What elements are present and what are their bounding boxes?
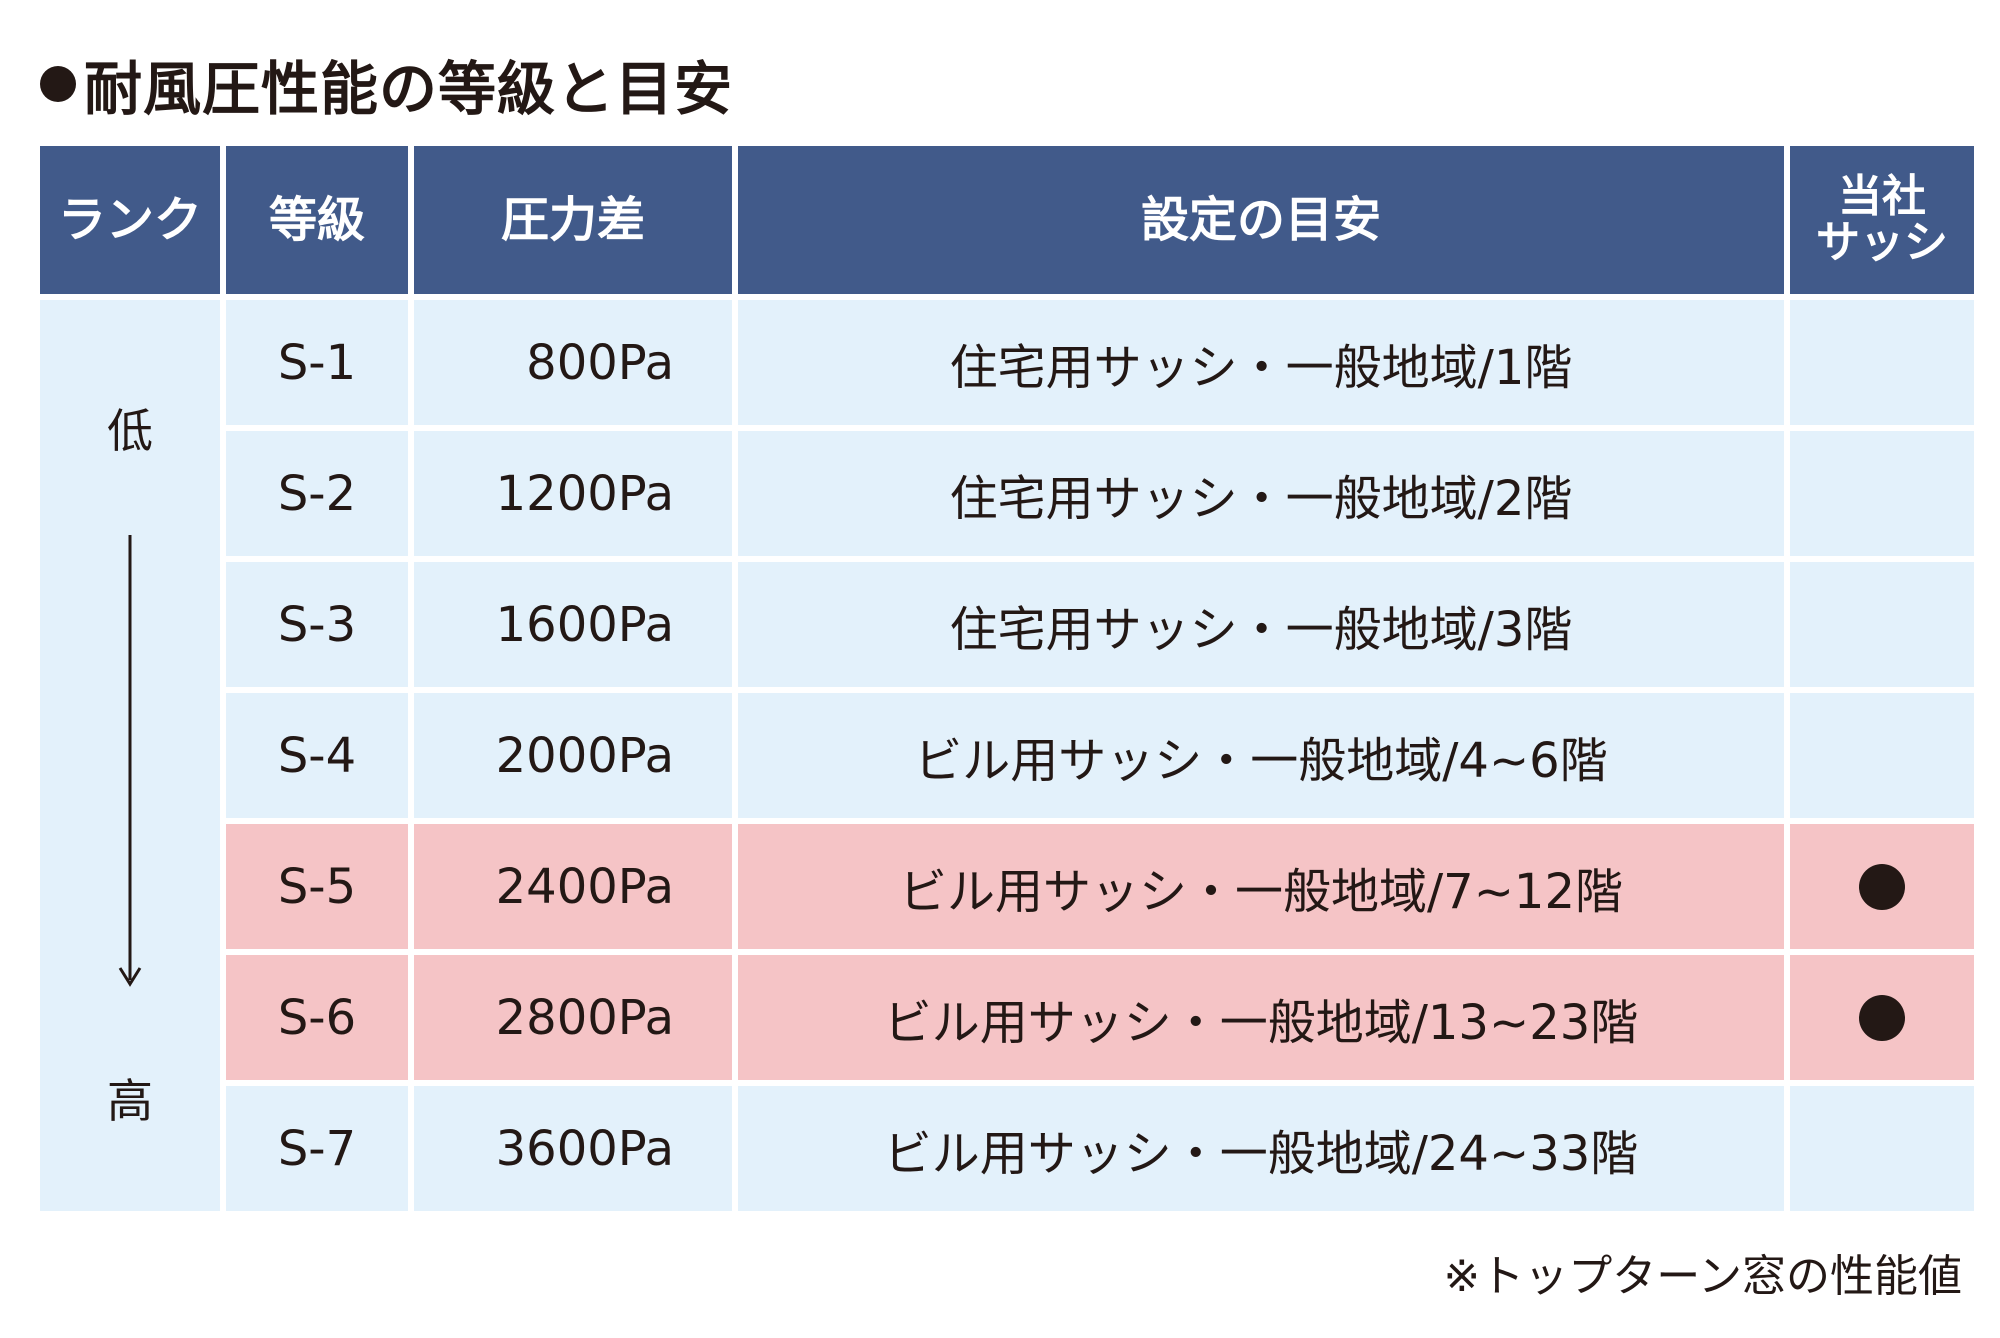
grade-cell: S-2 [226,431,408,556]
grade-cell: S-7 [226,1086,408,1211]
grade-cell: S-4 [226,693,408,818]
our-sash-cell [1790,562,1974,687]
header-guide: 設定の目安 [738,146,1784,294]
our-sash-cell [1790,1086,1974,1211]
header-our-sash: 当社 サッシ [1790,146,1974,294]
grade-cell: S-3 [226,562,408,687]
rank-arrow-icon [118,535,142,987]
grade-cell: S-5 [226,824,408,949]
grade-cell: S-1 [226,300,408,425]
guide-cell: ビル用サッシ・一般地域/13~23階 [738,955,1784,1080]
header-our-sash-line1: 当社 [1838,170,1926,222]
guide-cell: ビル用サッシ・一般地域/7~12階 [738,824,1784,949]
header-our-sash-line2: サッシ [1816,217,1948,268]
pressure-cell: 2400Pa [414,824,732,949]
guide-cell: 住宅用サッシ・一般地域/3階 [738,562,1784,687]
pressure-cell: 1200Pa [414,431,732,556]
pressure-cell: 2800Pa [414,955,732,1080]
page-title: 耐風圧性能の等級と目安 [40,44,733,124]
header-pressure: 圧力差 [414,146,732,294]
our-sash-cell [1790,955,1974,1080]
our-sash-cell [1790,693,1974,818]
rank-column: 低 高 [40,300,220,1211]
pressure-cell: 800Pa [414,300,732,425]
page-title-text: 耐風圧性能の等級と目安 [84,55,734,123]
filled-circle-icon [1859,863,1905,910]
filled-circle-icon [1859,994,1905,1041]
wind-pressure-table: ランク 等級 圧力差 設定の目安 当社 サッシ 低 高 S-1 800Pa 住宅用サ… [40,146,1974,1214]
rank-high-label: 高 [107,1074,153,1128]
our-sash-cell [1790,824,1974,949]
pressure-cell: 2000Pa [414,693,732,818]
our-sash-cell [1790,300,1974,425]
footnote: ※トップターン窓の性能値 [1443,1251,1962,1302]
pressure-cell: 1600Pa [414,562,732,687]
grade-cell: S-6 [226,955,408,1080]
guide-cell: 住宅用サッシ・一般地域/1階 [738,300,1784,425]
guide-cell: ビル用サッシ・一般地域/4~6階 [738,693,1784,818]
bullet-dot-icon [40,66,76,102]
header-grade: 等級 [226,146,408,294]
guide-cell: 住宅用サッシ・一般地域/2階 [738,431,1784,556]
rank-low-label: 低 [107,404,153,458]
guide-cell: ビル用サッシ・一般地域/24~33階 [738,1086,1784,1211]
pressure-cell: 3600Pa [414,1086,732,1211]
our-sash-cell [1790,431,1974,556]
header-rank: ランク [40,146,220,294]
